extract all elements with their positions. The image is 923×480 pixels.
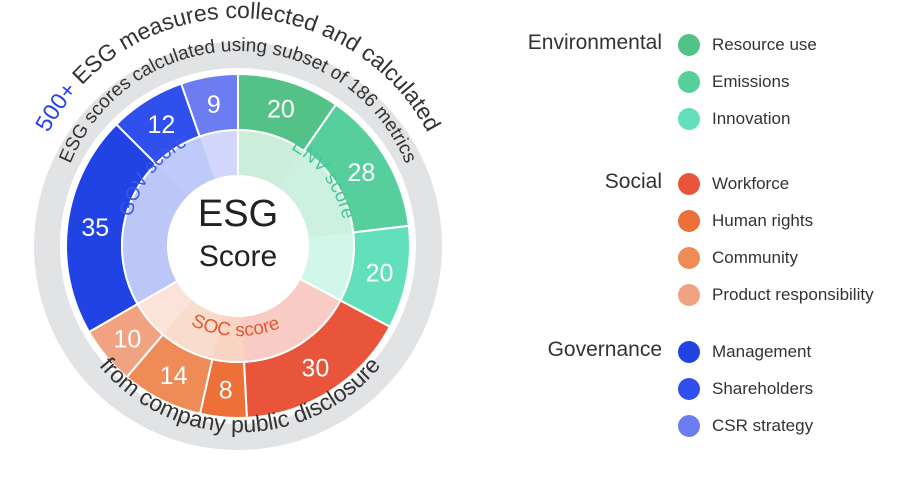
legend-swatch xyxy=(678,210,700,232)
legend-label: Resource use xyxy=(712,35,817,54)
center-title-line1: ESG xyxy=(198,193,278,235)
pillar-ring xyxy=(121,128,355,363)
pillar-band-csr-strategy xyxy=(199,130,238,180)
pillar-band-shareholders xyxy=(155,136,215,197)
segment-value-resource-use: 20 xyxy=(267,96,295,124)
legend-label: Workforce xyxy=(712,174,790,193)
legend-label: Management xyxy=(712,342,812,361)
legend-group-environmental: Environmental xyxy=(527,31,662,54)
legend-swatch xyxy=(678,415,700,437)
segment-value-shareholders: 12 xyxy=(147,111,175,139)
legend-label: CSR strategy xyxy=(712,416,814,435)
legend-swatch xyxy=(678,173,700,195)
legend-item: Workforce xyxy=(678,172,789,196)
legend-item: Emissions xyxy=(678,70,789,94)
segment-value-labels: 20 28 20 30 8 14 10 35 12 9 xyxy=(81,91,393,404)
legend-item: CSR strategy xyxy=(678,414,813,438)
legend-swatch xyxy=(678,284,700,306)
pillar-band-workforce xyxy=(241,278,341,362)
pillar-band-human-rights xyxy=(212,314,245,362)
legend-item: Innovation xyxy=(678,107,790,131)
legend-swatch xyxy=(678,108,700,130)
legend-item: Shareholders xyxy=(678,377,813,401)
legend-item: Human rights xyxy=(678,209,813,233)
legend-group-governance: Governance xyxy=(547,338,662,361)
center-disc xyxy=(168,176,308,316)
legend-label: Community xyxy=(712,248,798,267)
legend-item: Community xyxy=(678,246,798,270)
pillar-band-resource-use xyxy=(238,130,305,189)
legend-group-social: Social xyxy=(604,170,662,193)
segment-value-csr-strategy: 9 xyxy=(207,91,221,119)
legend-label: Product responsibility xyxy=(712,285,874,304)
segment-value-innovation: 20 xyxy=(366,260,394,288)
center-title-line2: Score xyxy=(199,240,277,273)
legend-swatch xyxy=(678,247,700,269)
segment-value-community: 14 xyxy=(160,362,188,390)
legend-swatch xyxy=(678,71,700,93)
legend-item: Management xyxy=(678,340,811,364)
pillar-band-innovation xyxy=(299,232,354,301)
segment-value-emissions: 28 xyxy=(348,159,376,187)
legend-label: Human rights xyxy=(712,211,814,230)
segment-value-human-rights: 8 xyxy=(219,376,233,404)
segment-value-workforce: 30 xyxy=(301,354,329,382)
legend-label: Emissions xyxy=(712,72,790,91)
legend-label: Shareholders xyxy=(712,379,814,398)
legend-label: Innovation xyxy=(712,109,791,128)
segment-value-management: 35 xyxy=(81,214,109,242)
segment-value-product-responsibility: 10 xyxy=(114,325,142,353)
legend-swatch xyxy=(678,378,700,400)
pillar-band-emissions xyxy=(277,150,354,238)
legend-item: Resource use xyxy=(678,33,817,57)
pillar-band-product-responsibility xyxy=(137,281,193,335)
legend-item: Product responsibility xyxy=(678,283,874,307)
legend-swatch xyxy=(678,34,700,56)
legend-swatch xyxy=(678,341,700,363)
